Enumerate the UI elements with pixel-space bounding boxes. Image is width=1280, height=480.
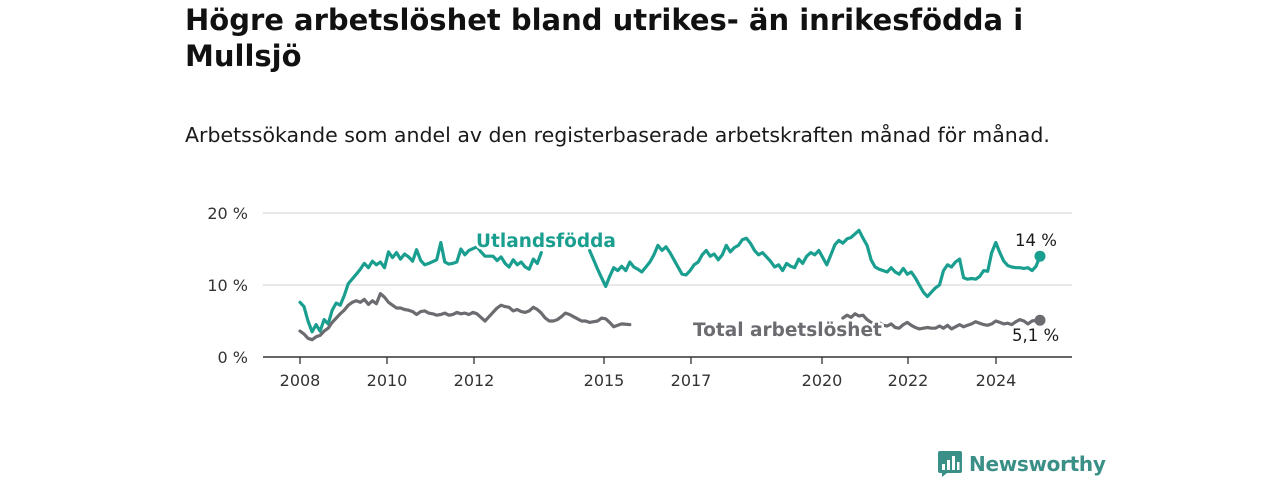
newsworthy-chart-icon — [938, 451, 962, 477]
series-line-utlandsfodda — [298, 240, 543, 334]
series-line-total — [298, 292, 632, 342]
x-tick-label: 2015 — [584, 371, 625, 390]
x-tick-label: 2022 — [888, 371, 929, 390]
chart-title: Högre arbetslöshet bland utrikes- än inr… — [185, 3, 1024, 73]
series-end-point — [1034, 314, 1046, 326]
x-tick-label: 2010 — [367, 371, 408, 390]
series-end-value-label: 14 % — [1015, 231, 1057, 250]
grid-lines — [263, 212, 1072, 358]
series-line-total — [841, 312, 1042, 331]
x-tick-label: 2020 — [802, 371, 843, 390]
series-name-label: Total arbetslöshet — [693, 320, 882, 341]
chart-subtitle: Arbetssökande som andel av den registerb… — [185, 123, 1050, 147]
x-tick-label: 2008 — [280, 371, 321, 390]
y-tick-label: 0 % — [218, 348, 248, 367]
brand-name: Newsworthy — [969, 452, 1106, 476]
axis-labels: 0 % 10 % 20 % 2008 2010 2012 2015 2017 2020 2022 2… — [207, 204, 1016, 390]
newsworthy-logo[interactable]: Newsworthy — [937, 448, 1106, 480]
series-end-value-label: 5,1 % — [1012, 326, 1059, 345]
series-labels: Utlandsfödda Total arbetslöshet 14 % 5,1 % — [474, 229, 1062, 348]
y-tick-label: 10 % — [207, 276, 248, 295]
x-tick-label: 2024 — [976, 371, 1017, 390]
x-tick-label: 2017 — [671, 371, 712, 390]
series-line-utlandsfodda — [588, 228, 1042, 299]
series-name-label: Utlandsfödda — [476, 231, 616, 252]
x-tick-label: 2012 — [454, 371, 495, 390]
y-tick-label: 20 % — [207, 204, 248, 223]
series-lines — [298, 228, 1046, 342]
series-end-point — [1034, 250, 1046, 262]
